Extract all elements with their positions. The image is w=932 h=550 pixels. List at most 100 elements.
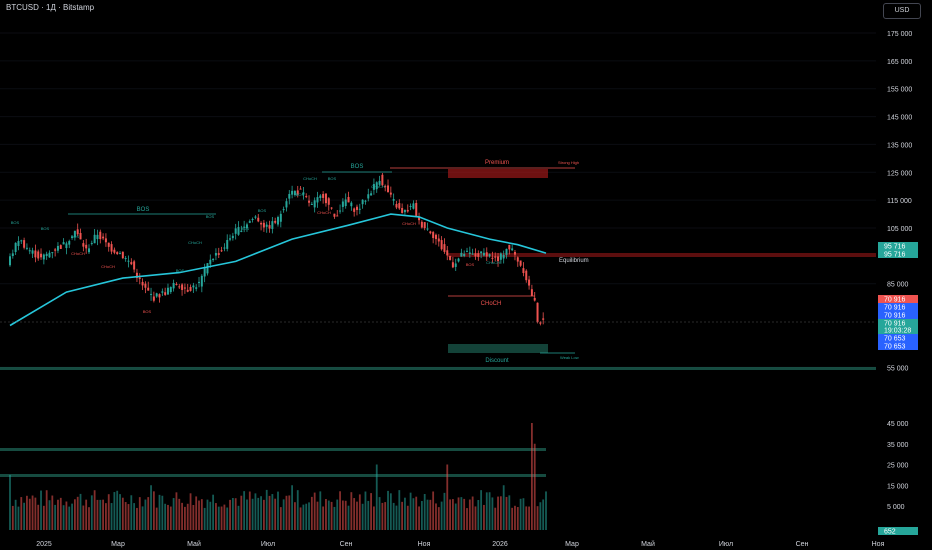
volume-bar bbox=[9, 474, 11, 530]
candle-body bbox=[482, 252, 485, 256]
volume-bar bbox=[231, 497, 234, 530]
volume-bar bbox=[344, 500, 347, 530]
volume-bar bbox=[327, 500, 330, 530]
volume-bar bbox=[341, 500, 344, 530]
candle-body bbox=[370, 193, 373, 196]
candle-body bbox=[530, 289, 533, 296]
candle-body bbox=[367, 194, 370, 199]
candle-body bbox=[533, 297, 536, 301]
volume-bar bbox=[392, 502, 395, 530]
volume-bar bbox=[198, 500, 200, 530]
volume-bar bbox=[121, 497, 124, 530]
volume-bar bbox=[305, 503, 308, 530]
price-tick: 175 000 bbox=[887, 31, 912, 38]
volume-bar bbox=[539, 502, 542, 530]
volume-bar bbox=[316, 501, 319, 530]
volume-bar bbox=[514, 505, 516, 530]
price-label-box bbox=[878, 242, 918, 250]
equilibrium-zone bbox=[448, 253, 876, 257]
volume-bar bbox=[217, 506, 220, 530]
candle-body bbox=[511, 248, 514, 251]
candle-body bbox=[423, 222, 426, 229]
price-tick: 105 000 bbox=[887, 226, 912, 233]
volume-bar bbox=[175, 492, 178, 530]
candle-body bbox=[68, 241, 71, 245]
volume-bar bbox=[62, 505, 65, 530]
candle-body bbox=[378, 180, 381, 185]
candle-body bbox=[45, 253, 48, 257]
volume-bar bbox=[186, 503, 189, 530]
price-label: 19:03:28 bbox=[884, 328, 911, 335]
volume-bar bbox=[294, 502, 296, 530]
volume-bar bbox=[37, 504, 40, 530]
candle-body bbox=[147, 287, 150, 291]
candle-body bbox=[494, 256, 497, 258]
candle-body bbox=[508, 244, 511, 250]
volume-bar bbox=[234, 498, 237, 530]
candle-body bbox=[412, 203, 415, 209]
volume-bar bbox=[147, 497, 150, 530]
candle-body bbox=[212, 258, 215, 261]
volume-bar bbox=[113, 492, 116, 530]
price-axis[interactable]: 175 000 165 000 155 000 145 000 135 000 125 0… bbox=[887, 31, 912, 511]
symbol-title[interactable]: BTCUSD · 1Д · Bitstamp bbox=[6, 3, 95, 12]
volume-bar bbox=[85, 499, 88, 530]
volume-bar bbox=[71, 503, 73, 530]
candle-body bbox=[522, 268, 525, 274]
volume-bar bbox=[308, 502, 310, 530]
time-tick: Мар bbox=[565, 541, 579, 548]
candle-body bbox=[466, 250, 469, 252]
price-tick: 115 000 bbox=[887, 198, 912, 205]
candle-body bbox=[65, 243, 68, 249]
volume-bar bbox=[299, 507, 302, 530]
bos-label: BOS bbox=[71, 234, 80, 239]
volume-bar bbox=[511, 507, 514, 530]
candle-body bbox=[502, 254, 505, 259]
volume-bar bbox=[420, 501, 423, 530]
candle-body bbox=[364, 200, 367, 202]
candle-body bbox=[293, 191, 296, 196]
candle-body bbox=[71, 236, 74, 238]
candle-body bbox=[9, 256, 11, 266]
candle-body bbox=[206, 263, 209, 274]
volume-bar bbox=[384, 502, 387, 530]
candle-body bbox=[51, 252, 54, 254]
candle-body bbox=[102, 236, 105, 239]
candle-body bbox=[330, 207, 333, 209]
volume-bar bbox=[237, 505, 240, 530]
candle-body bbox=[525, 270, 528, 281]
price-label-box bbox=[878, 334, 918, 342]
candle-body bbox=[353, 208, 356, 212]
volume-bar bbox=[389, 493, 392, 530]
candle-body bbox=[460, 252, 463, 257]
candle-body bbox=[124, 258, 127, 260]
volume-bar bbox=[96, 499, 99, 530]
candle-body bbox=[62, 242, 65, 245]
choch-label: CHoCH bbox=[486, 260, 500, 265]
volume-bar bbox=[499, 496, 502, 530]
volume-bar bbox=[268, 495, 271, 530]
premium-zone bbox=[448, 169, 548, 178]
time-axis[interactable]: 2025 Мар Май Июл Сен Ноя 2026 Мар Май Июл Сен Ноя bbox=[36, 540, 884, 548]
candle-body bbox=[56, 245, 59, 251]
candle-body bbox=[192, 285, 195, 288]
choch-label: CHoCH bbox=[303, 176, 317, 181]
volume-bar bbox=[68, 506, 71, 530]
volume-bar bbox=[169, 506, 172, 530]
volume-bar bbox=[466, 508, 468, 530]
candle-body bbox=[245, 224, 248, 229]
candle-body bbox=[243, 226, 246, 228]
currency-button[interactable]: USD bbox=[883, 3, 921, 19]
volume-bar bbox=[65, 501, 68, 530]
volume-bar bbox=[45, 490, 48, 530]
volume-bar bbox=[494, 507, 497, 530]
volume-bar bbox=[449, 499, 451, 530]
volume-bar bbox=[454, 503, 457, 530]
candle-body bbox=[85, 244, 88, 249]
price-tick: 155 000 bbox=[887, 87, 912, 94]
candle-body bbox=[214, 253, 217, 256]
candle-body bbox=[110, 244, 113, 252]
volume-bar bbox=[88, 507, 90, 530]
volume-bar bbox=[330, 501, 333, 530]
